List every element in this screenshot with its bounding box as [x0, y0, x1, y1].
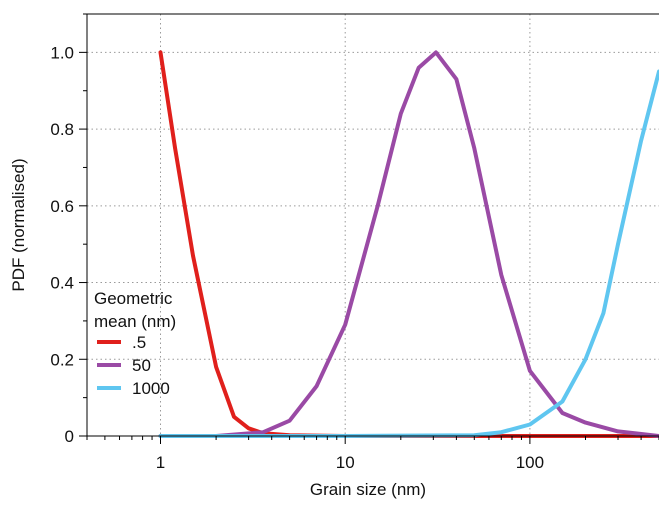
- series-line-2: [161, 72, 659, 437]
- series-lines: [161, 52, 659, 436]
- y-axis-label: PDF (normalised): [9, 158, 28, 291]
- legend-title-line-2: mean (nm): [94, 312, 176, 331]
- y-tick-label: 0: [65, 427, 74, 446]
- y-tick-label: 1.0: [50, 43, 74, 62]
- legend-label-0: .5: [132, 333, 146, 352]
- legend-label-2: 1000: [132, 379, 170, 398]
- legend-title-line-1: Geometric: [94, 289, 173, 308]
- y-tick-label: 0.8: [50, 120, 74, 139]
- x-tick-label: 100: [516, 453, 544, 472]
- series-line-0: [161, 52, 659, 436]
- x-axis-label: Grain size (nm): [310, 480, 426, 499]
- y-tick-label: 0.4: [50, 274, 74, 293]
- x-tick-label: 10: [336, 453, 355, 472]
- y-tick-label: 0.2: [50, 350, 74, 369]
- y-tick-label: 0.6: [50, 197, 74, 216]
- series-line-1: [161, 52, 659, 436]
- legend-label-1: 50: [132, 356, 151, 375]
- legend: Geometric mean (nm) .5 50 1000: [94, 289, 176, 398]
- x-tick-label: 1: [156, 453, 165, 472]
